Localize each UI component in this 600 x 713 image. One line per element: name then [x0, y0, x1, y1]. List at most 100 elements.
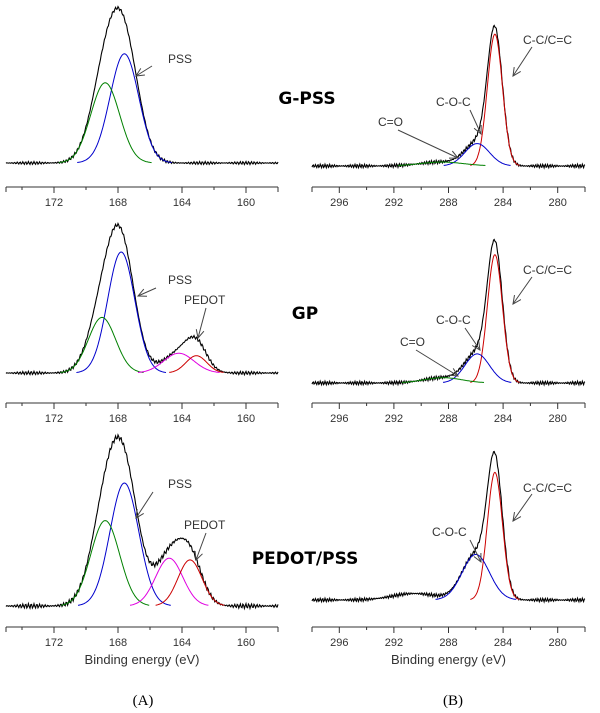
annotation-arrow-head: [473, 552, 482, 564]
annotation-arrow-head: [135, 68, 145, 77]
annotation-arrow: [135, 65, 153, 77]
series-line: [77, 53, 172, 163]
peak-annotation-label: C-O-C: [436, 95, 471, 109]
annotation-arrow: [415, 349, 459, 377]
series-line: [470, 471, 520, 600]
x-tick-label: 296: [330, 197, 348, 209]
x-tick-label: 168: [109, 637, 127, 649]
x-tick-label: 168: [109, 413, 127, 425]
annotation-arrow-head: [512, 512, 522, 522]
annotation-arrow: [512, 46, 533, 77]
annotation-arrow-head: [135, 509, 144, 519]
annotation-arrow: [197, 307, 207, 339]
x-tick-label: 284: [494, 197, 512, 209]
x-tick-label: 160: [237, 637, 255, 649]
sample-label-gp: GP: [292, 304, 318, 324]
sample-label-pedot-pss: PEDOT/PSS: [252, 549, 359, 569]
series-line: [61, 520, 150, 606]
annotation-arrow: [137, 287, 157, 297]
x-tick-label: 164: [173, 637, 191, 649]
peak-annotation-label: C-C/C=C: [523, 263, 572, 277]
annotation-arrow: [469, 539, 482, 563]
panel-b-gp: 296 292 288 284 280 C-C/C=C C-O-C C=O: [311, 238, 586, 425]
panel-label-a: (A): [133, 693, 154, 709]
peak-annotation-label: C-C/C=C: [523, 33, 572, 47]
x-tick-label: 280: [549, 197, 567, 209]
peak-annotation-label: PSS: [168, 52, 192, 66]
series-line: [435, 553, 517, 600]
annotation-arrow: [397, 129, 459, 159]
series-line: [5, 433, 279, 611]
x-tick-label: 280: [549, 413, 567, 425]
annotation-arrow-head: [194, 550, 203, 562]
series-line: [155, 559, 225, 606]
sample-label-gpss: G-PSS: [278, 89, 335, 109]
peak-annotation-label: PEDOT: [184, 518, 226, 532]
x-tick-label: 284: [494, 413, 512, 425]
x-tick-label: 296: [330, 413, 348, 425]
peak-annotation-label: PEDOT: [184, 293, 226, 307]
x-tick-label: 164: [173, 197, 191, 209]
annotation-arrow-head: [448, 150, 460, 159]
x-tick-label: 168: [109, 197, 127, 209]
annotation-arrow-head: [512, 67, 521, 77]
annotation-arrow-head: [448, 368, 459, 377]
series-line: [77, 482, 171, 606]
peak-annotation-label: C-O-C: [432, 525, 467, 539]
series-line: [470, 254, 520, 383]
x-tick-label: 172: [45, 197, 63, 209]
x-tick-label: 288: [439, 637, 457, 649]
x-tick-label: 280: [549, 637, 567, 649]
series-line: [60, 316, 144, 373]
x-tick-label: 160: [237, 197, 255, 209]
peak-annotation-label: PSS: [168, 477, 192, 491]
x-tick-label: 288: [439, 413, 457, 425]
panel-a-gp: 172 168 164 160 PSS PEDOT: [5, 221, 279, 425]
peak-annotation-label: C=O: [378, 115, 403, 129]
annotation-arrow: [464, 327, 481, 351]
panel-a-pedot-pss: 172 168 164 160 Binding energy (eV) PSS PEDOT: [5, 433, 279, 667]
series-line: [311, 450, 586, 604]
panel-a-gpss: 172 168 164 160 PSS: [5, 5, 279, 209]
x-tick-label: 172: [45, 637, 63, 649]
peak-annotation-label: C-C/C=C: [523, 481, 572, 495]
annotation-arrow: [135, 491, 154, 519]
series-line: [311, 238, 586, 387]
panel-b-pedot-pss: 296 292 288 284 280 Binding energy (eV) C-C/C=…: [311, 450, 586, 667]
x-axis-label: Binding energy (eV): [85, 652, 200, 667]
x-tick-label: 288: [439, 197, 457, 209]
series-line: [76, 251, 167, 373]
x-tick-label: 164: [173, 413, 191, 425]
annotation-arrow-head: [471, 341, 481, 351]
panel-b-gpss: 296 292 288 284 280 C-C/C=C C-O-C C=O: [311, 24, 586, 209]
annotation-arrow-head: [473, 124, 482, 136]
peak-annotation-label: C=O: [400, 335, 425, 349]
series-line: [470, 33, 520, 166]
series-line: [58, 82, 152, 164]
annotation-arrow: [512, 276, 533, 305]
x-tick-label: 172: [45, 413, 63, 425]
series-line: [5, 221, 279, 377]
x-tick-label: 284: [494, 637, 512, 649]
series-line: [137, 352, 220, 373]
series-line: [443, 143, 511, 166]
x-axis-label: Binding energy (eV): [391, 652, 506, 667]
x-tick-label: 292: [385, 637, 403, 649]
series-line: [169, 355, 224, 373]
series-line: [129, 557, 209, 606]
x-tick-label: 292: [385, 197, 403, 209]
series-line: [442, 353, 512, 383]
series-line: [311, 24, 586, 170]
annotation-arrow-head: [195, 329, 205, 340]
peak-annotation-label: PSS: [168, 273, 192, 287]
annotation-arrow: [469, 109, 482, 135]
series-line: [397, 161, 486, 166]
annotation-arrow: [512, 493, 533, 522]
x-tick-label: 296: [330, 637, 348, 649]
annotation-arrow-head: [512, 295, 522, 305]
annotation-arrow-head: [136, 288, 148, 297]
peak-annotation-label: C-O-C: [436, 313, 471, 327]
series-line: [402, 377, 485, 383]
x-tick-label: 160: [237, 413, 255, 425]
